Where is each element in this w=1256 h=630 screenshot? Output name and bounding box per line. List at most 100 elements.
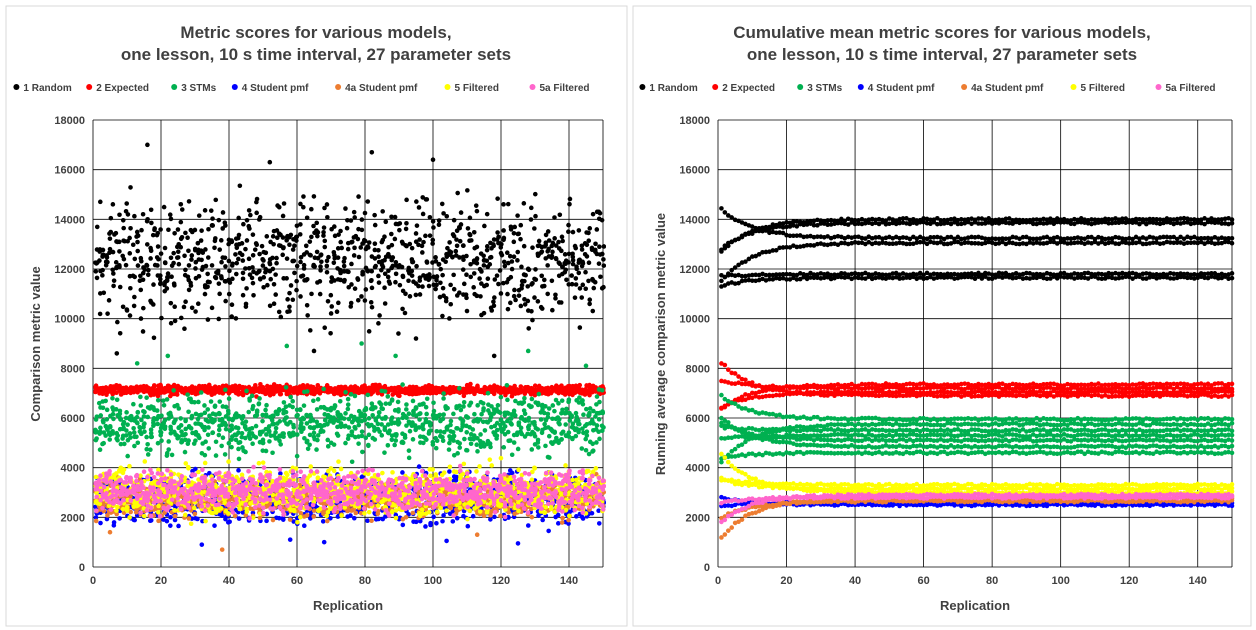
data-point <box>377 410 382 415</box>
data-point <box>511 254 517 260</box>
data-point <box>453 248 459 254</box>
data-point <box>492 295 497 300</box>
data-point <box>368 278 374 284</box>
data-point <box>164 397 170 402</box>
data-point <box>331 442 337 447</box>
data-point <box>257 251 262 257</box>
data-point <box>230 276 235 282</box>
data-point <box>205 317 211 322</box>
data-point <box>243 266 248 271</box>
data-point <box>563 422 569 427</box>
data-point <box>298 294 303 299</box>
data-point <box>383 219 389 225</box>
data-point <box>254 210 259 216</box>
data-point <box>287 234 292 240</box>
data-point <box>97 258 102 263</box>
data-point <box>498 241 503 246</box>
data-point <box>101 290 107 296</box>
data-point <box>441 429 447 435</box>
data-point <box>220 226 226 231</box>
data-point <box>359 429 365 434</box>
data-point <box>556 260 562 265</box>
data-point <box>240 258 246 263</box>
data-point <box>263 250 269 256</box>
data-point <box>528 391 534 397</box>
data-point <box>281 431 286 436</box>
data-point <box>567 201 572 207</box>
data-point <box>583 447 589 453</box>
data-point <box>413 292 419 298</box>
data-point <box>162 245 168 251</box>
data-point <box>434 274 440 279</box>
data-point <box>409 423 415 428</box>
data-point <box>103 385 109 390</box>
legend-item-3-stms: 3 STMs <box>171 83 217 94</box>
data-point <box>560 407 565 413</box>
data-point <box>441 396 446 401</box>
data-point <box>219 443 224 449</box>
legend-item-2-expected: 2 Expected <box>86 83 149 94</box>
data-point <box>208 385 214 391</box>
data-point <box>246 256 252 262</box>
data-point <box>301 266 307 271</box>
data-point <box>198 412 204 418</box>
data-point <box>526 418 531 423</box>
data-point <box>321 229 326 235</box>
data-point <box>280 235 286 240</box>
data-point <box>573 245 579 251</box>
data-point <box>495 403 501 408</box>
data-point <box>359 474 365 480</box>
data-point <box>115 319 120 325</box>
data-point <box>355 236 361 242</box>
data-point <box>179 439 184 445</box>
data-point <box>549 253 555 259</box>
data-point <box>264 402 269 408</box>
data-point <box>569 413 575 419</box>
data-point <box>496 281 501 287</box>
data-point <box>158 430 164 435</box>
data-point <box>183 230 188 236</box>
data-point <box>178 315 184 321</box>
data-point <box>526 326 532 331</box>
data-point <box>392 214 398 220</box>
data-point <box>260 418 265 424</box>
data-point <box>538 410 544 415</box>
data-point <box>371 388 377 393</box>
data-point <box>315 437 320 443</box>
data-point <box>450 254 455 260</box>
data-point <box>111 271 116 276</box>
data-point <box>450 434 456 440</box>
data-point <box>111 520 117 525</box>
data-point <box>223 223 228 228</box>
data-point <box>584 433 590 438</box>
data-point <box>525 348 531 354</box>
data-point <box>508 224 514 230</box>
data-point <box>454 426 459 431</box>
data-point <box>428 428 433 433</box>
data-point <box>166 447 171 452</box>
data-point <box>239 252 245 258</box>
data-point <box>120 304 126 310</box>
data-point <box>536 238 542 244</box>
data-point <box>202 424 208 430</box>
data-point <box>264 234 270 239</box>
data-point <box>325 437 331 443</box>
data-point <box>252 247 258 252</box>
data-point <box>131 517 137 523</box>
data-point <box>427 214 433 220</box>
data-point <box>413 519 419 525</box>
data-point <box>464 272 469 278</box>
data-point <box>110 431 116 436</box>
data-point <box>178 219 184 225</box>
data-point <box>532 422 537 428</box>
data-point <box>373 382 379 388</box>
data-point <box>186 438 191 443</box>
data-point <box>284 276 289 281</box>
data-point <box>155 421 161 427</box>
data-point <box>264 511 270 517</box>
data-point <box>525 284 531 289</box>
data-point <box>195 240 201 246</box>
data-point <box>590 441 595 447</box>
data-point <box>321 225 327 230</box>
data-point <box>168 523 173 528</box>
